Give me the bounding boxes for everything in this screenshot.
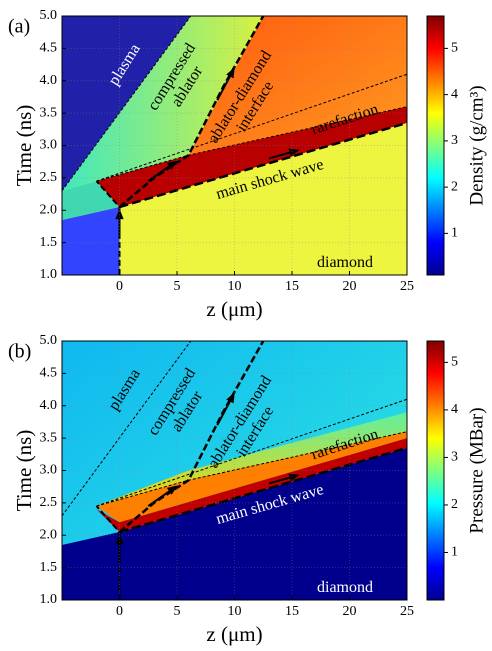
y-tick-label: 3.5	[40, 430, 58, 445]
colorbar	[426, 340, 445, 601]
colorbar-label: Pressure (MBar)	[466, 407, 487, 533]
x-tick-label: 15	[285, 604, 299, 619]
plot-frame	[61, 340, 408, 601]
field-region	[96, 412, 407, 507]
plot-frame	[61, 15, 408, 276]
arrow-head	[226, 67, 235, 79]
colorbar-tick-label: 1	[451, 545, 458, 560]
y-tick-label: 4.0	[40, 73, 58, 88]
y-tick-label: 4.5	[40, 366, 58, 381]
y-tick-label: 1.0	[40, 592, 58, 607]
annotation-line: diamond	[317, 254, 373, 271]
y-axis-label: Time (ns)	[12, 105, 36, 187]
y-tick-label: 2.0	[40, 202, 58, 217]
y-tick-label: 5.0	[40, 333, 58, 348]
arrow-head	[166, 160, 178, 170]
y-tick-label: 3.5	[40, 105, 58, 120]
annotation: diamond	[317, 579, 373, 596]
x-tick-label: 5	[174, 279, 181, 294]
arrow-head	[166, 485, 178, 495]
arrow-head	[288, 148, 300, 157]
field-region	[62, 181, 120, 220]
y-axis-label: Time (ns)	[12, 430, 36, 512]
arrow-head	[288, 473, 300, 482]
arrow-head	[115, 533, 124, 545]
x-axis-label: z (μm)	[206, 622, 262, 646]
plot-area	[62, 341, 407, 600]
feature-line	[118, 16, 265, 208]
feature-line	[118, 341, 265, 533]
colorbar-tick-label: 4	[451, 402, 458, 417]
y-tick-label: 4.5	[40, 41, 58, 56]
y-tick-label: 1.5	[40, 560, 58, 575]
colorbar-label: Density (g/cm³)	[466, 85, 487, 205]
arrow-shaft	[147, 164, 172, 182]
x-tick-label: 5	[174, 604, 181, 619]
x-tick-label: 20	[343, 604, 357, 619]
colorbar-tick-label: 5	[451, 41, 458, 56]
y-tick-label: 1.0	[40, 267, 58, 282]
x-axis-label: z (μm)	[206, 297, 262, 321]
panel: 1.01.52.02.53.03.54.04.55.00 5 10 15 20 25(a)…	[8, 8, 487, 321]
field-region	[62, 207, 120, 275]
colorbar-tick-label: 1	[451, 226, 458, 241]
field-region	[96, 106, 407, 208]
arrow-shaft	[147, 489, 172, 507]
arrow-shaft	[268, 476, 293, 485]
arrow-head	[115, 208, 124, 220]
x-tick-label: 0	[116, 279, 123, 294]
arrow-shaft	[216, 398, 232, 426]
feature-line	[119, 446, 407, 534]
x-tick-label: 20	[343, 279, 357, 294]
colorbar-tick-label: 2	[451, 179, 458, 194]
y-tick-label: 1.5	[40, 235, 58, 250]
field-region	[96, 431, 407, 523]
field-region	[96, 438, 407, 533]
colorbar-tick-label: 2	[451, 497, 458, 512]
x-tick-label: 0	[116, 604, 123, 619]
feature-line	[62, 341, 192, 517]
colorbar-tick-label: 3	[451, 450, 458, 465]
field-region	[188, 16, 407, 156]
plot-area	[62, 16, 407, 275]
colorbar	[426, 15, 445, 276]
panel-label: (b)	[8, 341, 31, 363]
feature-line	[119, 121, 407, 209]
annotation-line: diamond	[317, 579, 373, 596]
y-tick-label: 3.0	[40, 463, 58, 478]
colorbar-tick-label: 4	[451, 87, 458, 102]
x-tick-label: 10	[228, 604, 242, 619]
y-tick-label: 2.5	[40, 495, 58, 510]
arrow-shaft	[268, 151, 293, 160]
arrow-shaft	[216, 73, 232, 101]
annotation: diamond	[317, 254, 373, 271]
y-tick-label: 4.0	[40, 398, 58, 413]
panel: 1.01.52.02.53.03.54.04.55.00 5 10 15 20 25(b)…	[8, 333, 487, 646]
arrow-head	[226, 392, 235, 404]
y-tick-label: 5.0	[40, 8, 58, 23]
colorbar-tick-label: 5	[451, 355, 458, 370]
feature-line	[62, 16, 192, 192]
field-region	[62, 447, 407, 600]
y-tick-label: 2.5	[40, 170, 58, 185]
y-tick-label: 3.0	[40, 138, 58, 153]
y-tick-label: 2.0	[40, 527, 58, 542]
x-tick-label: 25	[400, 279, 414, 294]
panel-label: (a)	[8, 16, 30, 38]
x-tick-label: 25	[400, 604, 414, 619]
x-tick-label: 15	[285, 279, 299, 294]
colorbar-tick-label: 3	[451, 133, 458, 148]
x-tick-label: 10	[228, 279, 242, 294]
field-region	[62, 16, 264, 191]
